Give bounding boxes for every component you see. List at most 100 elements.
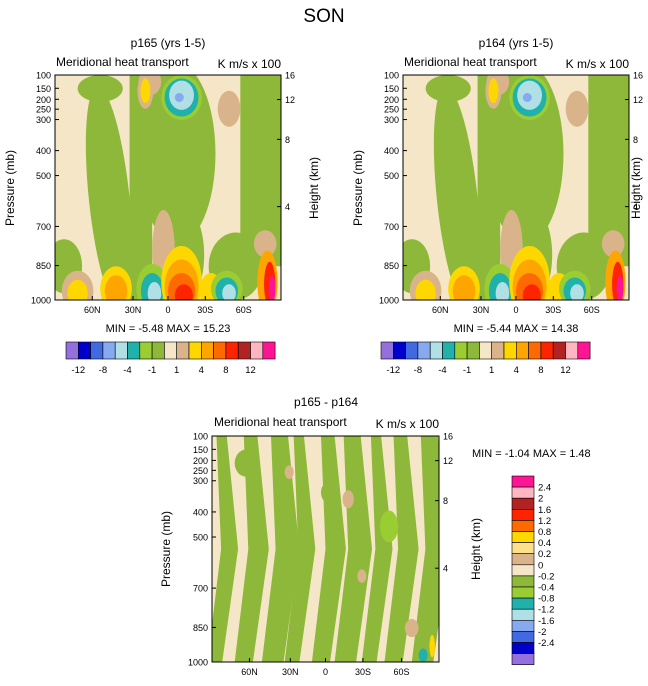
colorbar-swatch: [511, 597, 535, 610]
y-tick-label: 300: [193, 476, 208, 486]
colorbar-label: 8: [223, 365, 228, 376]
colorbar-swatch: [201, 341, 214, 360]
y2-tick-label: 12: [285, 95, 295, 105]
y2-tick-label: 12: [633, 95, 643, 105]
colorbar-swatch: [511, 475, 535, 488]
y2-tick-label: 4: [443, 564, 448, 574]
colorbar-label: -1: [148, 365, 156, 376]
y-tick-label: 100: [384, 71, 399, 81]
colorbar-swatch: [511, 508, 535, 521]
contour-region: [174, 284, 193, 300]
y-tick-label: 200: [384, 95, 399, 105]
colorbar-label: -4: [123, 365, 131, 376]
x-tick-label: 30N: [473, 305, 490, 315]
x-tick-label: 30S: [355, 667, 371, 677]
colorbar-swatch: [466, 341, 480, 360]
panel-left-label: Meridional heat transport: [214, 415, 347, 429]
contour-region: [570, 284, 584, 300]
contour-region: [77, 75, 123, 102]
contour-region: [138, 75, 216, 244]
colorbar-swatch: [188, 341, 202, 360]
contour-region: [404, 619, 419, 638]
colorbar-label: -8: [414, 365, 422, 376]
colorbar-swatch: [511, 586, 535, 599]
colorbar-swatch: [442, 341, 456, 360]
colorbar-swatch: [511, 520, 535, 532]
colorbar-swatch: [102, 341, 116, 360]
x-tick-label: 60S: [584, 305, 600, 315]
y-tick-label: 500: [384, 171, 399, 181]
colorbar-label: 12: [245, 365, 256, 376]
colorbar-swatch: [577, 341, 591, 360]
contour-region: [357, 569, 367, 583]
colorbar: -12 -8 -4 -1 1 4 8 12: [380, 341, 591, 376]
y-tick-label: 150: [384, 84, 399, 94]
colorbar-swatch: [511, 531, 535, 543]
contour-fill-layer: [212, 436, 439, 662]
colorbar-label: 4: [199, 365, 204, 376]
colorbar-swatch: [380, 341, 394, 360]
colorbar-swatch: [511, 642, 535, 654]
y-axis-label: Pressure (mb): [351, 150, 365, 226]
y-tick-label: 500: [36, 171, 51, 181]
colorbar-label: 1.6: [538, 505, 551, 516]
panel-p165: p165 (yrs 1-5) Meridional heat transport…: [3, 36, 321, 376]
colorbar-label: 0: [538, 560, 543, 571]
contour-region: [234, 449, 258, 477]
colorbar-label: 0.8: [538, 527, 551, 538]
x-tick-label: 30N: [125, 305, 142, 315]
contour-region: [522, 93, 532, 102]
contour-region: [320, 481, 340, 504]
colorbar-swatch: [262, 341, 276, 360]
contour-region: [384, 436, 419, 662]
y-tick-label: 300: [384, 115, 399, 125]
colorbar-label: 2.4: [538, 483, 551, 494]
colorbar-swatch: [213, 341, 227, 360]
colorbar-swatch: [479, 341, 492, 360]
x-tick-label: 60S: [394, 667, 410, 677]
y-tick-label: 850: [36, 261, 51, 271]
colorbar-label: -2: [538, 627, 546, 638]
colorbar: 2.421.61.20.80.40.20-0.2-0.4-0.8-1.2-1.6…: [511, 475, 554, 665]
colorbar-label: -1.6: [538, 616, 554, 627]
y-tick-label: 100: [36, 71, 51, 81]
x-tick-label: 60N: [432, 305, 449, 315]
contour-fill-layer: [403, 75, 629, 300]
y-tick-label: 500: [193, 533, 208, 543]
y-tick-label: 400: [193, 507, 208, 517]
colorbar-swatch: [511, 631, 535, 643]
contour-region: [284, 436, 316, 662]
colorbar-swatch: [405, 341, 419, 360]
y-tick-label: 200: [36, 95, 51, 105]
contour-region: [522, 284, 541, 300]
panel-units-label: K m/s x 100: [218, 57, 282, 71]
contour-region: [212, 436, 239, 662]
colorbar-swatch: [250, 341, 264, 360]
colorbar-label: -12: [71, 365, 85, 376]
panel-title: p165 (yrs 1-5): [131, 36, 206, 50]
colorbar-label: 1: [174, 365, 179, 376]
colorbar-swatch: [503, 341, 517, 360]
contour-region: [415, 279, 436, 300]
panel-title: p164 (yrs 1-5): [479, 36, 554, 50]
contour-region: [379, 510, 399, 543]
colorbar-label: -0.4: [538, 583, 554, 594]
colorbar-swatch: [164, 341, 177, 360]
y-tick-label: 100: [193, 432, 208, 442]
y-axis-label: Pressure (mb): [159, 511, 173, 587]
contour-region: [361, 436, 393, 662]
y-tick-label: 150: [193, 445, 208, 455]
min-max-label: MIN = -5.48 MAX = 15.23: [106, 323, 231, 335]
min-max-label: MIN = -5.44 MAX = 14.38: [454, 323, 579, 335]
y-tick-label: 850: [384, 261, 399, 271]
contour-region: [334, 436, 372, 662]
panel-units-label: K m/s x 100: [566, 57, 630, 71]
contour-region: [284, 465, 294, 479]
contour-region: [418, 648, 428, 662]
colorbar-swatch: [511, 486, 535, 499]
colorbar-swatch: [127, 341, 141, 360]
y2-tick-label: 16: [633, 71, 643, 81]
panel-left-label: Meridional heat transport: [404, 55, 537, 69]
